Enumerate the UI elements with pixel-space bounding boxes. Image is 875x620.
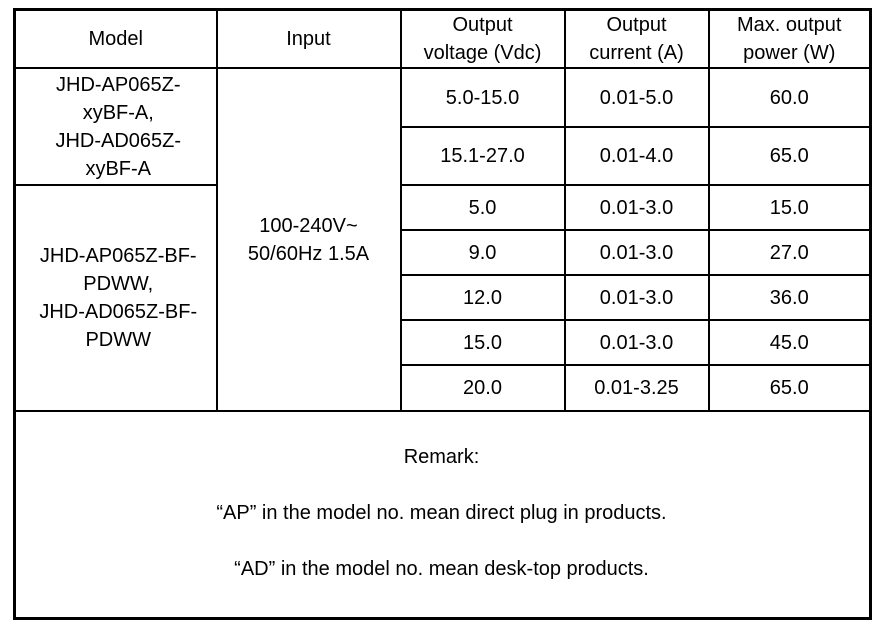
- power-cell: 45.0: [707, 319, 872, 366]
- spec-row: 12.0 0.01-3.0 36.0: [15, 274, 872, 321]
- col-header-voltage: Output voltage (Vdc): [399, 8, 566, 69]
- remark-line-ad: “AD” in the model no. mean desk-top prod…: [234, 558, 649, 580]
- power-cell: 65.0: [707, 126, 872, 186]
- voltage-cell: 12.0: [399, 274, 566, 321]
- voltage-cell: 5.0-15.0: [399, 67, 566, 128]
- current-cell: 0.01-3.0: [563, 274, 710, 321]
- model-group-2-cell: JHD-AP065Z-BF- PDWW, JHD-AD065Z-BF- PDWW: [13, 184, 218, 412]
- current-cell: 0.01-3.0: [563, 184, 710, 231]
- header-row: Model Input Output voltage (Vdc) Output …: [13, 8, 872, 69]
- col-header-input: Input: [215, 8, 402, 69]
- current-cell: 0.01-3.0: [563, 229, 710, 276]
- power-cell: 27.0: [707, 229, 872, 276]
- voltage-cell: 20.0: [399, 364, 566, 412]
- power-cell: 60.0: [707, 67, 872, 128]
- current-cell: 0.01-4.0: [563, 126, 710, 186]
- voltage-cell: 15.0: [399, 319, 566, 366]
- model-group-1-cell: JHD-AP065Z- xyBF-A, JHD-AD065Z- xyBF-A: [13, 67, 218, 186]
- voltage-cell: 15.1-27.0: [399, 126, 566, 186]
- document-page: Model Input Output voltage (Vdc) Output …: [13, 8, 872, 620]
- spec-row: 9.0 0.01-3.0 27.0: [15, 229, 872, 276]
- remark-line-ap: “AP” in the model no. mean direct plug i…: [216, 502, 667, 524]
- spec-row: JHD-AP065Z-BF- PDWW, JHD-AD065Z-BF- PDWW…: [13, 184, 872, 412]
- remark-title: Remark:: [403, 446, 480, 468]
- spec-row: 15.0 0.01-3.0 45.0: [15, 319, 872, 366]
- current-cell: 0.01-3.0: [563, 319, 710, 366]
- voltage-cell: 5.0: [399, 184, 566, 231]
- remark-cell: Remark: “AP” in the model no. mean direc…: [13, 410, 872, 620]
- current-cell: 0.01-3.25: [563, 364, 710, 412]
- current-cell: 0.01-5.0: [563, 67, 710, 128]
- voltage-cell: 9.0: [399, 229, 566, 276]
- remark-row: Remark: “AP” in the model no. mean direc…: [13, 410, 872, 620]
- power-cell: 65.0: [707, 364, 872, 412]
- spec-row: 20.0 0.01-3.25 65.0: [15, 364, 872, 412]
- input-cell: 100-240V~ 50/60Hz 1.5A: [215, 67, 402, 412]
- col-header-power: Max. output power (W): [707, 8, 872, 69]
- spec-row: 15.1-27.0 0.01-4.0 65.0: [15, 126, 872, 186]
- spec-row: JHD-AP065Z- xyBF-A, JHD-AD065Z- xyBF-A 1…: [13, 67, 872, 412]
- power-spec-table: Model Input Output voltage (Vdc) Output …: [13, 8, 872, 620]
- col-header-model: Model: [13, 8, 218, 69]
- col-header-current: Output current (A): [563, 8, 710, 69]
- power-cell: 36.0: [707, 274, 872, 321]
- power-cell: 15.0: [707, 184, 872, 231]
